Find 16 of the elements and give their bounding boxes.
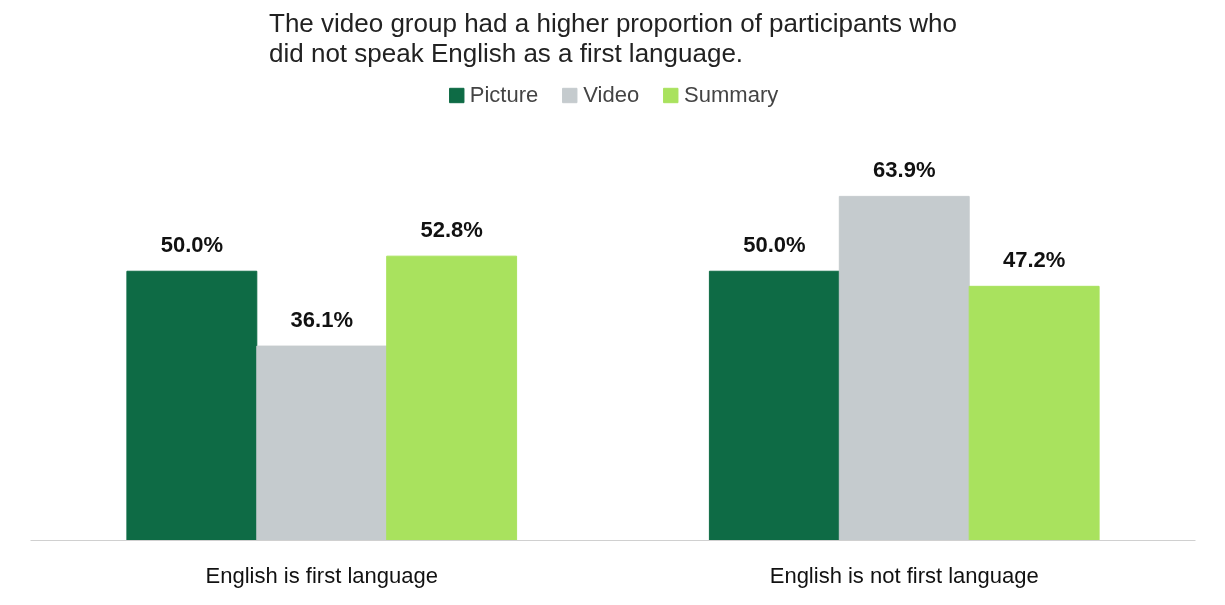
legend-label: Video	[583, 82, 640, 108]
legend-label: Summary	[684, 82, 779, 108]
data-label: 63.9%	[873, 157, 936, 183]
legend-label: Picture	[469, 82, 539, 108]
chart-title: The video group had a higher proportion of participants who did not speak English as a first language.	[269, 7, 957, 68]
data-label: 47.2%	[1002, 247, 1066, 273]
bar	[968, 285, 1100, 541]
bar	[126, 270, 258, 541]
data-label: 50.0%	[743, 232, 806, 258]
bar	[708, 270, 840, 541]
x-tick-label: English is first language	[205, 562, 438, 588]
bar	[386, 255, 518, 541]
data-label: 50.0%	[160, 232, 224, 258]
x-tick-label: English is not first language	[769, 562, 1039, 588]
data-label: 36.1%	[290, 307, 353, 333]
data-label: 52.8%	[420, 217, 483, 243]
